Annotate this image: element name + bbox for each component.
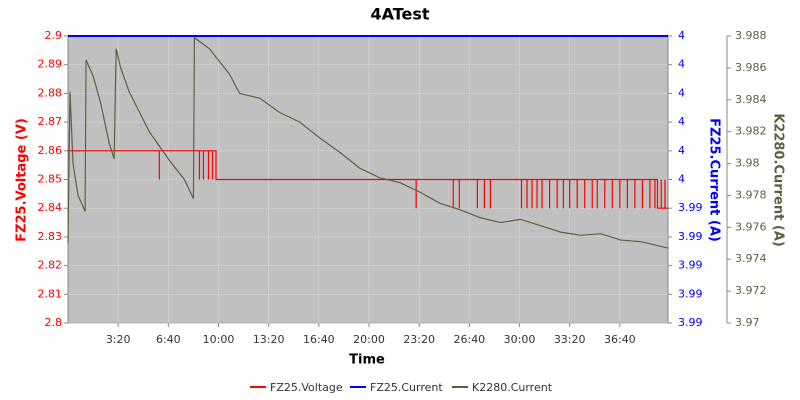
y-tick-label: 2.83 [38,230,63,243]
series-line [68,150,668,209]
y-tick-label: 2.82 [38,259,63,272]
y2-tick-label: 4 [678,144,685,157]
y-tick-label: 2.8 [45,316,63,329]
x-tick-label: 16:40 [303,333,335,346]
y3-tick-label: 3.988 [735,29,767,42]
y2-tick-label: 4 [678,173,685,186]
y-tick-label: 2.89 [38,58,63,71]
y-tick-label: 2.81 [38,287,63,300]
y3-tick-label: 3.98 [735,157,760,170]
y2-axis-label: FZ25.Current (A) [707,118,722,242]
y3-tick-label: 3.976 [735,220,767,233]
x-tick-label: 10:00 [203,333,235,346]
y3-tick-label: 3.972 [735,284,767,297]
y3-tick-label: 3.982 [735,125,767,138]
y3-axis-label: K2280.Current (A) [771,113,786,247]
y2-tick-label: 4 [678,86,685,99]
x-tick-label: 23:20 [403,333,435,346]
y2-tick-label: 3.99 [678,201,703,214]
y2-tick-label: 4 [678,58,685,71]
x-tick-label: 30:00 [504,333,536,346]
x-tick-label: 13:20 [253,333,285,346]
y-tick-label: 2.9 [45,29,63,42]
y2-tick-label: 4 [678,29,685,42]
series-line [67,36,669,249]
x-tick-label: 6:40 [156,333,181,346]
y2-tick-label: 3.99 [678,230,703,243]
x-tick-label: 36:40 [604,333,636,346]
legend-label: FZ25.Current [370,381,443,394]
chart-title: 4ATest [370,5,429,24]
y-tick-label: 2.88 [38,86,63,99]
y-tick-label: 2.86 [38,144,63,157]
y3-tick-label: 3.97 [735,316,760,329]
x-tick-label: 26:40 [453,333,485,346]
y3-tick-label: 3.984 [735,93,767,106]
x-tick-label: 20:00 [353,333,385,346]
y3-tick-label: 3.978 [735,188,767,201]
x-tick-label: 33:20 [554,333,586,346]
y2-tick-label: 4 [678,115,685,128]
x-axis-label: Time [349,353,385,368]
y2-tick-label: 3.99 [678,259,703,272]
y-axis-label: FZ25.Voltage (V) [15,118,30,242]
y3-tick-label: 3.974 [735,252,767,265]
y3-tick-label: 3.986 [735,61,767,74]
y2-tick-label: 3.99 [678,316,703,329]
y2-tick-label: 3.99 [678,287,703,300]
y-tick-label: 2.84 [38,201,63,214]
y-tick-label: 2.85 [38,173,63,186]
legend-label: K2280.Current [472,381,553,394]
y-tick-label: 2.87 [38,115,63,128]
legend-label: FZ25.Voltage [270,381,343,394]
x-tick-label: 3:20 [106,333,131,346]
